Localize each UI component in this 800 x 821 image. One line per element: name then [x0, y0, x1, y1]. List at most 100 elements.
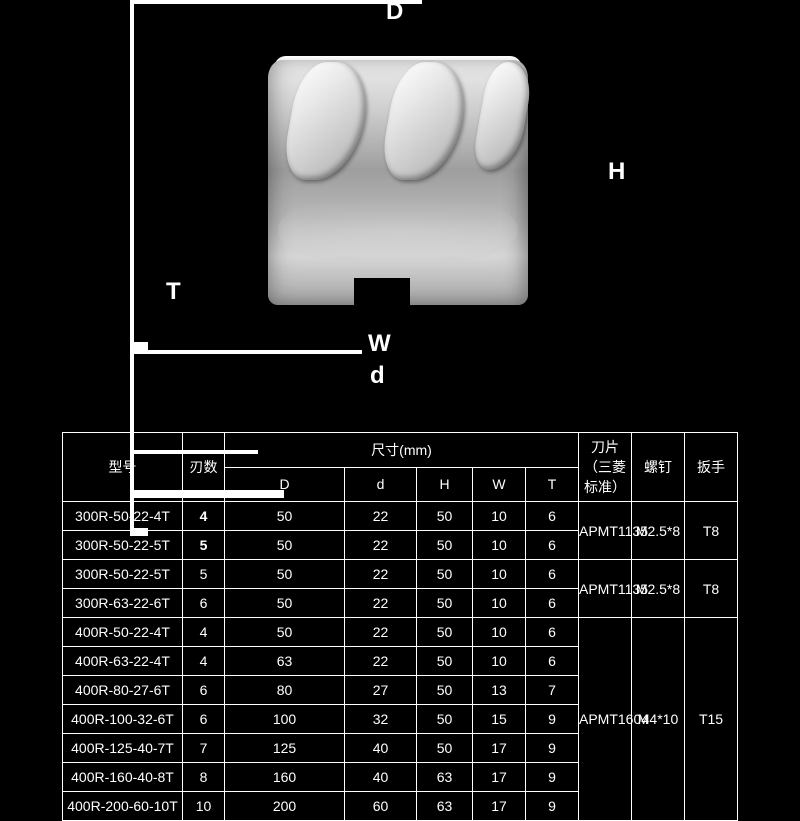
- dim-extension: [130, 66, 134, 92]
- cell-d: 27: [345, 676, 417, 705]
- cell-D: 125: [225, 734, 345, 763]
- cell-d: 22: [345, 502, 417, 531]
- cell-H: 50: [417, 502, 473, 531]
- cell-H: 50: [417, 618, 473, 647]
- cell-H: 50: [417, 734, 473, 763]
- table-row: 400R-50-22-4T4502250106APMT1604M4*10T15: [63, 618, 738, 647]
- cell-W: 10: [473, 502, 526, 531]
- cell-W: 17: [473, 763, 526, 792]
- cell-blades: 7: [183, 734, 225, 763]
- cell-D: 50: [225, 531, 345, 560]
- cell-H: 50: [417, 705, 473, 734]
- cell-W: 10: [473, 647, 526, 676]
- cell-W: 10: [473, 531, 526, 560]
- cell-W: 13: [473, 676, 526, 705]
- cell-d: 22: [345, 560, 417, 589]
- table-body: 300R-50-22-4T4502250106APMT1135M2.5*8T8 3…: [63, 502, 738, 821]
- cell-screw: M2.5*8: [632, 502, 685, 560]
- cell-model: 400R-80-27-6T: [63, 676, 183, 705]
- cell-H: 50: [417, 676, 473, 705]
- cell-D: 50: [225, 618, 345, 647]
- cell-W: 17: [473, 734, 526, 763]
- cell-T: 6: [526, 618, 579, 647]
- cell-model: 400R-125-40-7T: [63, 734, 183, 763]
- cell-wrench: T15: [685, 618, 738, 821]
- product-diagram: D H d W T: [130, 0, 670, 400]
- col-dimensions: 尺寸(mm): [225, 433, 579, 468]
- col-model: 型号: [63, 433, 183, 502]
- dim-label-T: T: [166, 278, 181, 306]
- cell-T: 6: [526, 560, 579, 589]
- col-W: W: [473, 467, 526, 502]
- cell-d: 60: [345, 792, 417, 821]
- dim-line-H: [130, 92, 134, 342]
- cell-W: 10: [473, 618, 526, 647]
- cell-screw: M4*10: [632, 618, 685, 821]
- cell-D: 63: [225, 647, 345, 676]
- dim-label-H: H: [608, 158, 625, 186]
- cell-D: 160: [225, 763, 345, 792]
- dim-label-W: W: [368, 330, 391, 358]
- cell-T: 6: [526, 647, 579, 676]
- cell-W: 17: [473, 792, 526, 821]
- cell-model: 300R-50-22-5T: [63, 560, 183, 589]
- cell-T: 9: [526, 792, 579, 821]
- cell-insert: APMT1604: [579, 618, 632, 821]
- cell-blades: 5: [183, 531, 225, 560]
- col-D: D: [225, 467, 345, 502]
- cell-model: 400R-200-60-10T: [63, 792, 183, 821]
- cell-H: 63: [417, 792, 473, 821]
- col-H: H: [417, 467, 473, 502]
- cutter-waist: [278, 200, 518, 260]
- cell-d: 40: [345, 734, 417, 763]
- cell-T: 9: [526, 763, 579, 792]
- cell-d: 22: [345, 531, 417, 560]
- dim-extension: [130, 40, 134, 66]
- cell-H: 50: [417, 647, 473, 676]
- cell-model: 400R-160-40-8T: [63, 763, 183, 792]
- cell-H: 50: [417, 589, 473, 618]
- cell-d: 22: [345, 589, 417, 618]
- cell-T: 6: [526, 589, 579, 618]
- col-insert: 刀片（三菱标准）: [579, 433, 632, 502]
- cell-blades: 6: [183, 705, 225, 734]
- cell-insert: APMT1135: [579, 560, 632, 618]
- cell-H: 50: [417, 560, 473, 589]
- cell-blades: 5: [183, 560, 225, 589]
- cell-blades: 8: [183, 763, 225, 792]
- cell-blades: 4: [183, 647, 225, 676]
- cell-blades: 4: [183, 502, 225, 531]
- dim-tick: [130, 354, 134, 402]
- cell-T: 6: [526, 531, 579, 560]
- table-row: 300R-50-22-5T5502250106APMT1135M2.5*8T8: [63, 560, 738, 589]
- cell-insert: APMT1135: [579, 502, 632, 560]
- cell-D: 50: [225, 502, 345, 531]
- dim-line-D: [130, 0, 422, 4]
- key-slot: [354, 278, 410, 308]
- cell-model: 300R-63-22-6T: [63, 589, 183, 618]
- cell-D: 200: [225, 792, 345, 821]
- cell-D: 50: [225, 560, 345, 589]
- cell-D: 100: [225, 705, 345, 734]
- col-blades: 刃数: [183, 433, 225, 502]
- cell-model: 400R-63-22-4T: [63, 647, 183, 676]
- cell-T: 7: [526, 676, 579, 705]
- cell-blades: 10: [183, 792, 225, 821]
- cell-d: 40: [345, 763, 417, 792]
- cell-blades: 4: [183, 618, 225, 647]
- cell-blades: 6: [183, 589, 225, 618]
- cell-wrench: T8: [685, 502, 738, 560]
- spec-table-container: 型号 刃数 尺寸(mm) 刀片（三菱标准） 螺钉 扳手 D d H W T 30…: [62, 432, 738, 821]
- col-T: T: [526, 467, 579, 502]
- cell-T: 9: [526, 734, 579, 763]
- cell-blades: 6: [183, 676, 225, 705]
- cell-H: 50: [417, 531, 473, 560]
- cell-D: 80: [225, 676, 345, 705]
- cell-W: 10: [473, 560, 526, 589]
- cell-wrench: T8: [685, 560, 738, 618]
- col-screw: 螺钉: [632, 433, 685, 502]
- spec-table: 型号 刃数 尺寸(mm) 刀片（三菱标准） 螺钉 扳手 D d H W T 30…: [62, 432, 738, 821]
- cell-H: 63: [417, 763, 473, 792]
- col-d: d: [345, 467, 417, 502]
- table-row: 300R-50-22-4T4502250106APMT1135M2.5*8T8: [63, 502, 738, 531]
